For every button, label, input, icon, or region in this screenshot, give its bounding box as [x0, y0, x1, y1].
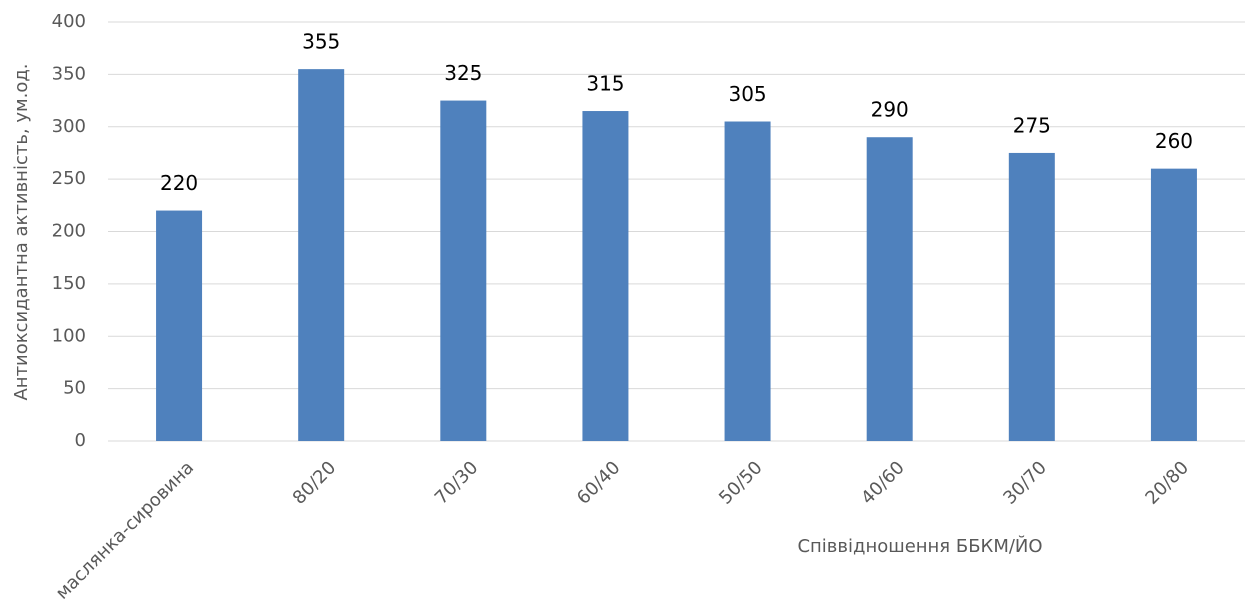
x-tick-label: маслянка-сировина: [52, 457, 198, 603]
y-tick-label: 100: [52, 325, 86, 346]
data-label: 315: [586, 72, 624, 96]
x-tick-label: 60/40: [573, 457, 625, 509]
y-tick-label: 200: [52, 221, 86, 242]
data-label: 325: [444, 61, 482, 85]
bar: [866, 137, 913, 441]
data-label: 220: [160, 171, 198, 195]
x-tick-label: 30/70: [999, 457, 1051, 509]
data-label: 275: [1013, 113, 1051, 137]
data-label: 355: [302, 30, 340, 54]
y-tick-label: 50: [63, 378, 86, 399]
x-tick-label: 50/50: [715, 457, 767, 509]
x-tick-label: 80/20: [289, 457, 341, 509]
x-tick-label: 40/60: [857, 457, 909, 509]
y-tick-label: 350: [52, 63, 86, 84]
y-tick-label: 0: [75, 430, 86, 451]
data-label: 305: [728, 82, 766, 106]
bar: [724, 121, 771, 441]
data-label: 290: [871, 98, 909, 122]
bar: [1008, 152, 1055, 441]
x-tick-label: 70/30: [431, 457, 483, 509]
y-axis-label: Антиоксидантна активність, ум.од.: [11, 63, 32, 400]
data-label: 260: [1155, 129, 1193, 153]
x-axis-label: Співвідношення ББКМ/ЙО: [797, 535, 1042, 557]
bar: [1150, 168, 1197, 441]
y-tick-label: 150: [52, 273, 86, 294]
bar: [582, 111, 629, 441]
y-tick-label: 400: [52, 11, 86, 32]
bar: [156, 210, 203, 441]
y-tick-label: 250: [52, 168, 86, 189]
x-tick-label: 20/80: [1141, 457, 1193, 509]
bar: [298, 69, 345, 441]
y-tick-label: 300: [52, 116, 86, 137]
bar: [440, 100, 487, 441]
